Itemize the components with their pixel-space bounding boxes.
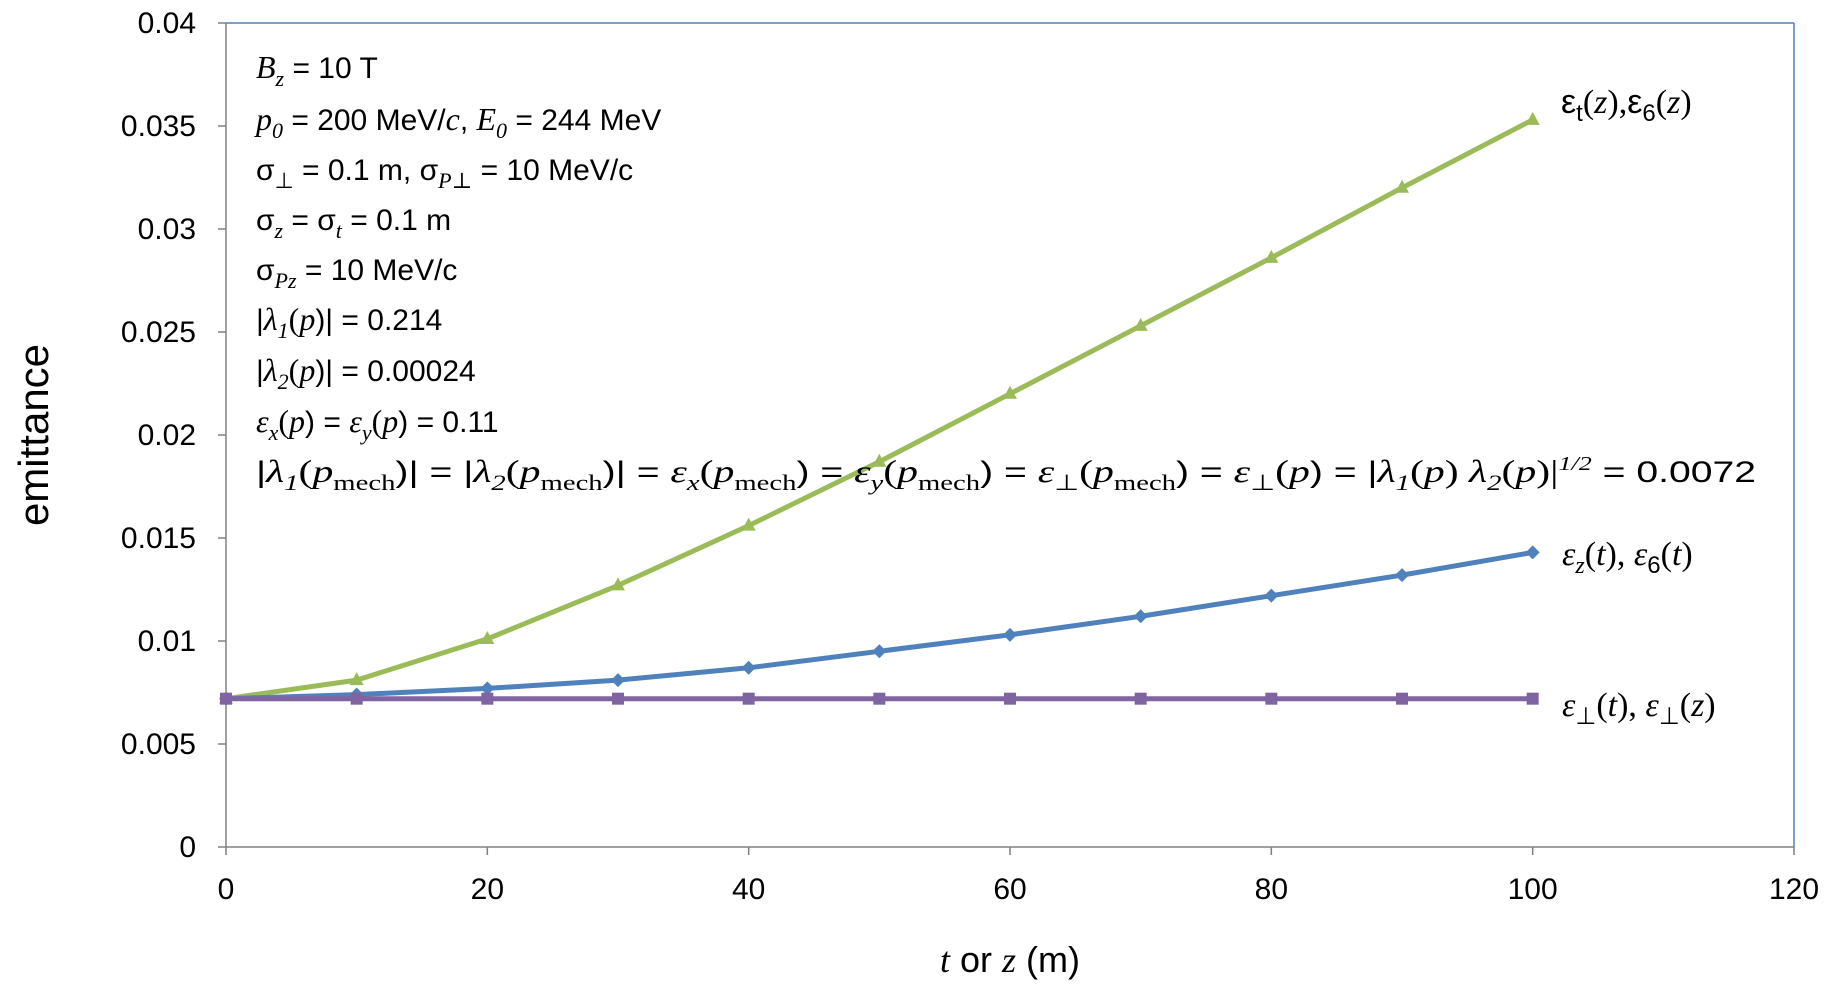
x-tick-label: 120 bbox=[1769, 873, 1819, 906]
data-point-perpendicular bbox=[1396, 692, 1408, 705]
ticks: 0 0.005 0.01 0.015 0.02 0.025 0.03 0.035 0.04 0 20… bbox=[121, 7, 1819, 906]
y-tick-label: 0.035 bbox=[121, 110, 196, 143]
annotation-field-strength: Bz = 10 T bbox=[256, 49, 378, 91]
data-point-transverse-time-and-z bbox=[1395, 179, 1409, 193]
y-tick-label: 0.015 bbox=[121, 522, 196, 555]
parameter-annotations: Bz = 10 T p0 = 200 MeV/c, E0 = 244 MeV σ… bbox=[254, 49, 1756, 495]
data-point-perpendicular bbox=[873, 692, 886, 705]
data-point-transverse-time-and-z bbox=[1264, 249, 1279, 263]
x-tick-label: 80 bbox=[1255, 873, 1288, 906]
x-tick-label: 20 bbox=[471, 873, 504, 906]
annotation-momentum-energy: p0 = 200 MeV/c, E0 = 244 MeV bbox=[254, 101, 661, 143]
data-point-perpendicular bbox=[612, 692, 624, 705]
data-point-transverse-time-and-z bbox=[1525, 111, 1540, 125]
data-point-longitudinal-time bbox=[1264, 588, 1279, 603]
data-point-transverse-time-and-z bbox=[480, 630, 495, 644]
series-label-transverse: εt(z),ε6(z) bbox=[1561, 83, 1692, 127]
data-point-longitudinal-time bbox=[1133, 609, 1148, 624]
data-point-transverse-time-and-z bbox=[872, 453, 887, 467]
series-label-longitudinal: εz(t), ε6(t) bbox=[1562, 536, 1693, 579]
y-tick-label: 0.04 bbox=[138, 7, 196, 40]
x-tick-label: 60 bbox=[993, 873, 1026, 906]
series-label-perpendicular: ε⊥(t), ε⊥(z) bbox=[1562, 687, 1716, 730]
y-tick-label: 0.01 bbox=[138, 625, 196, 658]
data-point-longitudinal-time bbox=[1525, 545, 1540, 560]
data-point-perpendicular bbox=[220, 692, 232, 705]
annotation-emittance-xy: εx(p) = εy(p) = 0.11 bbox=[256, 403, 499, 445]
annotation-lambda-2: |λ2(p)| = 0.00024 bbox=[256, 352, 476, 394]
x-tick-label: 0 bbox=[218, 873, 235, 906]
series-transverse-time-and-z bbox=[219, 111, 1540, 704]
data-point-transverse-time-and-z bbox=[1003, 385, 1017, 399]
data-point-perpendicular bbox=[1004, 692, 1016, 705]
series-lines bbox=[219, 111, 1540, 706]
data-point-longitudinal-time bbox=[1395, 568, 1409, 583]
data-point-perpendicular bbox=[350, 692, 363, 705]
data-point-longitudinal-time bbox=[741, 660, 756, 675]
annotation-mechanical-emittance: |λ 1(p mech)| = |λ 2(p mech)| = ε x(p mech) = … bbox=[256, 453, 1756, 495]
data-point-longitudinal-time bbox=[872, 644, 887, 659]
x-axis-title: t or z (m) bbox=[940, 939, 1080, 980]
y-tick-label: 0.005 bbox=[121, 728, 196, 761]
y-tick-label: 0.02 bbox=[138, 419, 196, 452]
annotation-longitudinal-spread: σz = σt = 0.1 m bbox=[256, 204, 451, 243]
x-tick-label: 100 bbox=[1508, 873, 1558, 906]
x-tick-label: 40 bbox=[732, 873, 765, 906]
annotation-momentum-spread: σPz = 10 MeV/c bbox=[256, 254, 457, 293]
series-longitudinal-time bbox=[219, 545, 1540, 706]
data-point-perpendicular bbox=[1526, 692, 1539, 705]
data-point-perpendicular bbox=[1134, 692, 1147, 705]
data-point-transverse-time-and-z bbox=[611, 577, 625, 591]
data-point-longitudinal-time bbox=[480, 681, 495, 696]
y-tick-label: 0.025 bbox=[121, 316, 196, 349]
data-point-longitudinal-time bbox=[1003, 627, 1017, 642]
data-point-perpendicular bbox=[1265, 692, 1278, 705]
data-point-longitudinal-time bbox=[611, 673, 625, 688]
data-point-perpendicular bbox=[481, 692, 494, 705]
series-perpendicular bbox=[220, 692, 1539, 705]
data-point-transverse-time-and-z bbox=[349, 672, 364, 686]
data-point-perpendicular bbox=[742, 692, 755, 705]
data-point-transverse-time-and-z bbox=[1133, 317, 1148, 331]
data-point-transverse-time-and-z bbox=[741, 517, 756, 531]
y-tick-label: 0.03 bbox=[138, 213, 196, 246]
y-axis-title: emittance bbox=[10, 344, 57, 526]
annotation-transverse-spread: σ⊥ = 0.1 m, σP⊥ = 10 MeV/c bbox=[256, 154, 633, 193]
y-tick-label: 0 bbox=[179, 831, 196, 864]
annotation-lambda-1: |λ1(p)| = 0.214 bbox=[256, 301, 442, 343]
